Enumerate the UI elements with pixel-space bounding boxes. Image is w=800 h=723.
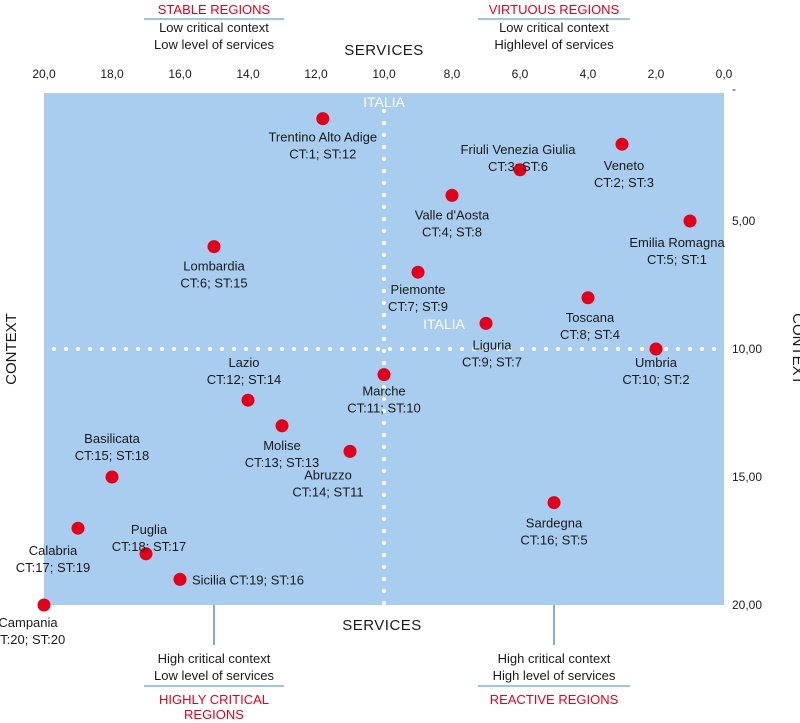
quadrant-title-highly-critical: HIGHLY CRITICAL: [159, 692, 269, 707]
data-point: [479, 316, 493, 330]
data-label: CT:2; ST:3: [594, 175, 654, 190]
x-axis-title-top: SERVICES: [344, 42, 424, 59]
data-point: [445, 188, 459, 202]
x-axis-title-bottom: SERVICES: [342, 617, 422, 634]
data-point: [649, 342, 663, 356]
data-label: Veneto: [604, 158, 645, 173]
data-label: CT:1; ST:12: [289, 147, 356, 162]
data-label: CT:7; ST:9: [388, 299, 448, 314]
data-point: [173, 572, 187, 586]
quadrant-title-reactive: REACTIVE REGIONS: [490, 692, 619, 707]
data-label: CT:15; ST:18: [75, 448, 149, 463]
data-label: CT:11; ST:10: [347, 401, 420, 416]
x-tick-label: 2,0: [648, 67, 665, 81]
data-label: Liguria: [472, 337, 512, 352]
data-point: [343, 444, 357, 458]
quadrant-desc-line: Low level of services: [154, 668, 274, 683]
data-label: Puglia: [131, 522, 168, 537]
data-label: CT:18; ST:17: [112, 539, 186, 554]
data-label: Calabria: [29, 543, 78, 558]
x-tick-label: 16,0: [168, 67, 192, 81]
data-label: Abruzzo: [304, 467, 352, 482]
data-label: CT:17; ST:19: [16, 560, 90, 575]
data-point: [316, 112, 330, 126]
data-point: [71, 521, 85, 535]
data-label: CT:10; ST:2: [622, 372, 689, 387]
data-label: Umbria: [635, 355, 678, 370]
data-label: Campania: [0, 615, 58, 630]
y-axis-title-right: CONTEXT: [789, 313, 800, 385]
data-point: [547, 496, 561, 510]
y-tick-label: -: [732, 82, 736, 96]
data-label: CT:5; ST:1: [647, 252, 707, 267]
x-tick-label: 20,0: [32, 67, 56, 81]
data-label: Piemonte: [391, 282, 446, 297]
quadrant-title-stable: STABLE REGIONS: [158, 2, 271, 17]
data-point: [615, 137, 629, 151]
data-point: [411, 265, 425, 279]
data-point: [139, 547, 153, 561]
data-label: CT:9; ST:7: [462, 354, 522, 369]
x-tick-label: 12,0: [304, 67, 328, 81]
data-label: CT:12; ST:14: [207, 372, 281, 387]
y-axis-title-left: CONTEXT: [3, 313, 20, 385]
data-label: CT:3; ST:6: [488, 159, 548, 174]
quadrant-desc-line: Low critical context: [159, 20, 269, 35]
data-label: CT:4; ST:8: [422, 224, 482, 239]
reference-label-top: ITALIA: [363, 94, 405, 110]
y-tick-label: 20,00: [732, 598, 762, 612]
data-point: [207, 240, 221, 254]
data-label: Emilia Romagna: [629, 235, 725, 250]
data-label: Marche: [362, 384, 405, 399]
x-tick-label: 18,0: [100, 67, 124, 81]
quadrant-desc-line: Low level of services: [154, 37, 274, 52]
data-label: CT:20; ST:20: [0, 632, 65, 647]
data-label: Trentino Alto Adige: [268, 130, 377, 145]
y-tick-label: 15,00: [732, 470, 762, 484]
data-label: Lazio: [228, 355, 259, 370]
quadrant-title-virtuous: VIRTUOUS REGIONS: [489, 2, 620, 17]
data-point: [105, 470, 119, 484]
y-tick-label: 10,00: [732, 342, 762, 356]
data-label: CT:8; ST:4: [560, 327, 620, 342]
data-label: Molise: [263, 438, 301, 453]
data-point: [275, 419, 289, 433]
x-tick-label: 6,0: [512, 67, 529, 81]
quadrant-title-highly-critical: REGIONS: [184, 707, 244, 722]
quadrant-desc-line: High level of services: [493, 668, 616, 683]
data-label: Basilicata: [84, 431, 140, 446]
quadrant-desc-line: High critical context: [158, 651, 271, 666]
data-label: CT:13; ST:13: [245, 455, 319, 470]
x-tick-label: 8,0: [444, 67, 461, 81]
reference-label-right: ITALIA: [423, 316, 465, 332]
data-label: Sicilia CT:19; ST:16: [192, 572, 304, 587]
data-label: Valle d'Aosta: [415, 207, 490, 222]
quadrant-desc-line: Low critical context: [499, 20, 609, 35]
y-tick-label: 5,00: [732, 214, 756, 228]
data-label: CT:16; ST:5: [520, 533, 587, 548]
data-point: [581, 291, 595, 305]
data-point: [377, 368, 391, 382]
data-point: [683, 214, 697, 228]
x-tick-label: 4,0: [580, 67, 597, 81]
quadrant-desc-line: Highlevel of services: [494, 37, 614, 52]
data-label: Lombardia: [183, 259, 245, 274]
data-label: CT:6; ST:15: [180, 276, 247, 291]
x-tick-label: 10,0: [372, 67, 396, 81]
data-point: [513, 163, 527, 177]
data-label: Toscana: [566, 310, 615, 325]
data-point: [241, 393, 255, 407]
data-label: Friuli Venezia Giulia: [461, 142, 577, 157]
data-label: CT:14; ST11: [292, 484, 363, 499]
data-point: [37, 598, 51, 612]
data-label: Sardegna: [526, 516, 583, 531]
quadrant-desc-line: High critical context: [498, 651, 611, 666]
x-tick-label: 14,0: [236, 67, 260, 81]
x-tick-label: 0,0: [716, 67, 733, 81]
